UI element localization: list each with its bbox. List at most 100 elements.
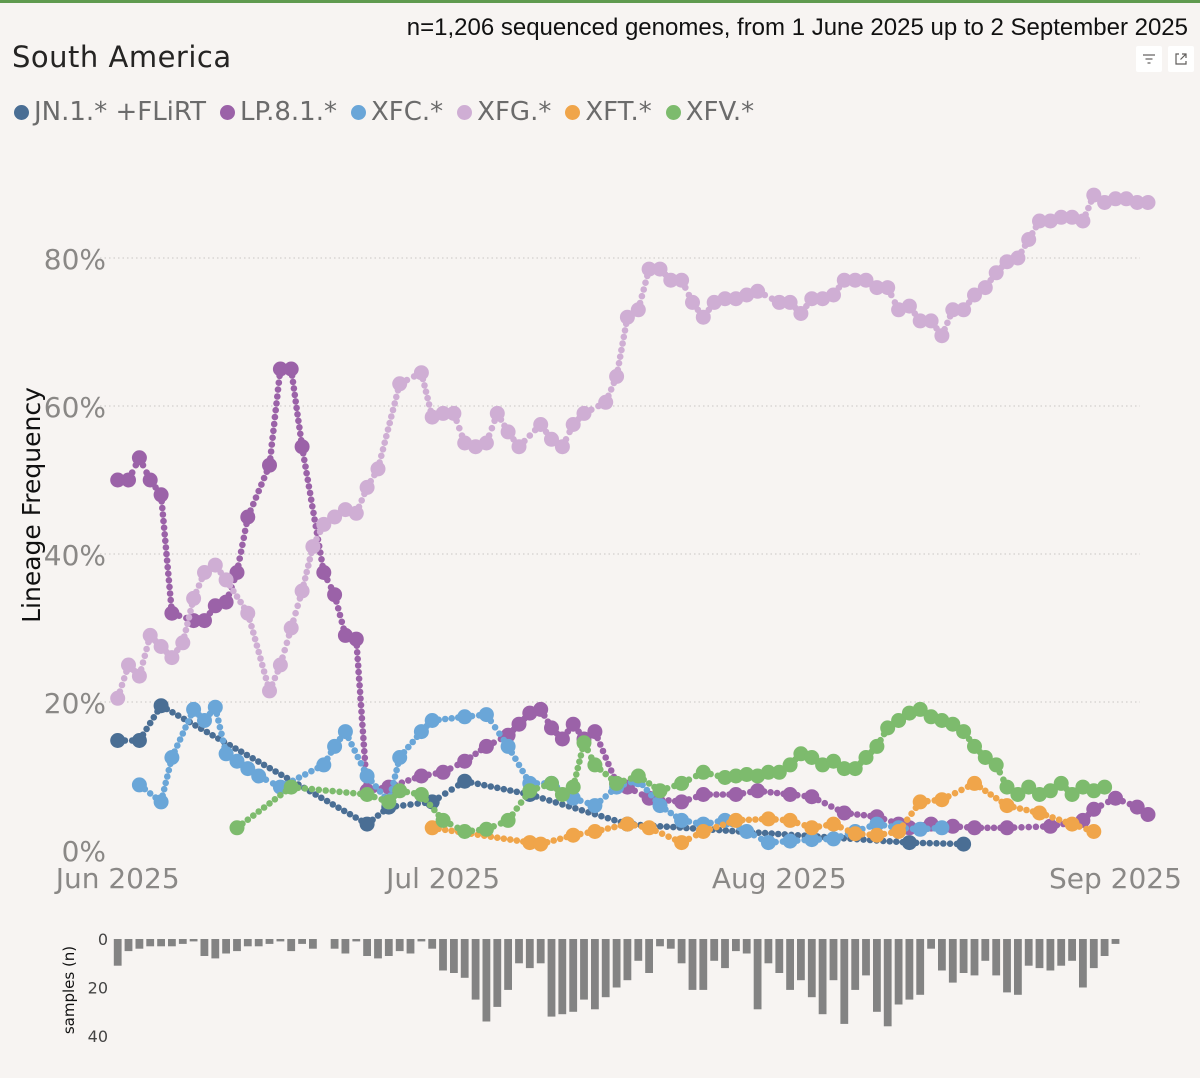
data-point[interactable]: [1129, 799, 1145, 815]
data-point[interactable]: [348, 631, 364, 647]
data-point[interactable]: [1021, 779, 1037, 795]
data-point[interactable]: [793, 306, 809, 321]
samples-bar[interactable]: [959, 939, 968, 973]
samples-bar[interactable]: [450, 939, 458, 973]
data-point[interactable]: [695, 764, 711, 780]
data-point[interactable]: [424, 713, 440, 728]
data-point[interactable]: [240, 509, 256, 525]
data-point[interactable]: [858, 272, 874, 288]
samples-bar[interactable]: [287, 939, 296, 952]
data-point[interactable]: [218, 594, 234, 610]
data-point[interactable]: [554, 787, 570, 802]
data-point[interactable]: [207, 557, 223, 573]
data-point[interactable]: [836, 272, 852, 288]
samples-bar[interactable]: [829, 939, 838, 981]
samples-bar[interactable]: [1100, 939, 1109, 956]
data-point[interactable]: [999, 820, 1015, 836]
samples-bar[interactable]: [1046, 939, 1055, 971]
data-point[interactable]: [207, 699, 223, 715]
data-point[interactable]: [218, 746, 234, 762]
samples-bar[interactable]: [916, 939, 925, 995]
data-point[interactable]: [359, 479, 375, 495]
samples-bar[interactable]: [265, 939, 274, 944]
data-point[interactable]: [826, 816, 841, 832]
samples-bar[interactable]: [504, 939, 512, 990]
data-point[interactable]: [1140, 195, 1156, 210]
data-point[interactable]: [869, 280, 885, 296]
data-point[interactable]: [771, 764, 787, 780]
samples-bar[interactable]: [797, 939, 805, 981]
data-point[interactable]: [977, 280, 993, 296]
data-point[interactable]: [760, 811, 776, 827]
data-point[interactable]: [197, 713, 212, 728]
data-point[interactable]: [164, 750, 180, 765]
data-point[interactable]: [457, 824, 473, 839]
data-point[interactable]: [229, 753, 245, 769]
data-point[interactable]: [836, 761, 852, 777]
samples-bar[interactable]: [254, 939, 263, 947]
data-point[interactable]: [641, 820, 657, 836]
data-point[interactable]: [847, 826, 863, 842]
data-point[interactable]: [1064, 787, 1080, 802]
samples-bar[interactable]: [883, 939, 892, 1027]
data-point[interactable]: [641, 261, 657, 277]
samples-bar[interactable]: [395, 939, 404, 952]
data-point[interactable]: [1097, 779, 1113, 795]
data-point[interactable]: [1021, 232, 1037, 247]
samples-bar[interactable]: [775, 939, 784, 973]
data-point[interactable]: [674, 812, 690, 828]
data-point[interactable]: [695, 309, 711, 325]
data-point[interactable]: [945, 302, 961, 318]
data-point[interactable]: [576, 405, 592, 421]
samples-bar[interactable]: [645, 939, 653, 973]
data-point[interactable]: [131, 777, 147, 793]
data-point[interactable]: [316, 565, 332, 580]
legend-item-xft[interactable]: XFT.*: [565, 97, 652, 127]
samples-bar[interactable]: [309, 939, 317, 949]
data-point[interactable]: [262, 683, 277, 699]
data-point[interactable]: [153, 698, 169, 714]
data-point[interactable]: [316, 757, 332, 773]
samples-bar[interactable]: [1024, 939, 1033, 966]
data-point[interactable]: [294, 583, 310, 599]
samples-bar[interactable]: [699, 939, 708, 990]
data-point[interactable]: [121, 657, 136, 673]
samples-bar[interactable]: [1068, 939, 1076, 961]
samples-bar[interactable]: [460, 939, 469, 978]
samples-bar[interactable]: [721, 939, 729, 969]
data-point[interactable]: [912, 821, 928, 837]
data-point[interactable]: [316, 516, 332, 532]
data-point[interactable]: [847, 272, 863, 288]
data-point[interactable]: [782, 757, 798, 773]
samples-bar[interactable]: [417, 939, 426, 942]
data-point[interactable]: [826, 753, 841, 769]
samples-bar[interactable]: [634, 939, 643, 961]
data-point[interactable]: [782, 833, 798, 849]
samples-bar[interactable]: [927, 939, 935, 949]
samples-bar[interactable]: [558, 939, 567, 1015]
data-point[interactable]: [1129, 195, 1145, 210]
data-point[interactable]: [327, 509, 343, 525]
data-point[interactable]: [967, 287, 982, 303]
samples-bar[interactable]: [948, 939, 957, 983]
data-point[interactable]: [240, 605, 256, 621]
data-point[interactable]: [327, 587, 343, 603]
samples-bar[interactable]: [482, 939, 491, 1022]
samples-bar[interactable]: [222, 939, 230, 954]
samples-bar[interactable]: [374, 939, 382, 959]
data-point[interactable]: [609, 368, 625, 384]
data-point[interactable]: [804, 750, 820, 765]
data-point[interactable]: [717, 291, 733, 307]
data-point[interactable]: [967, 738, 982, 754]
filter-button[interactable]: [1136, 46, 1162, 72]
data-point[interactable]: [804, 291, 820, 307]
data-point[interactable]: [945, 716, 961, 732]
samples-bar[interactable]: [1035, 939, 1044, 969]
data-point[interactable]: [760, 835, 776, 851]
data-point[interactable]: [836, 805, 852, 821]
data-point[interactable]: [424, 820, 440, 836]
data-point[interactable]: [348, 505, 364, 521]
data-point[interactable]: [912, 313, 928, 329]
data-point[interactable]: [760, 764, 776, 780]
data-point[interactable]: [511, 716, 527, 732]
